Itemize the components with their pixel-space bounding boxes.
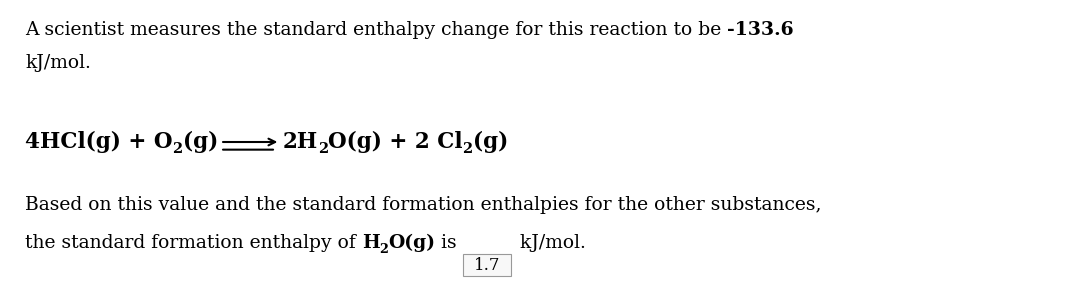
Text: 2: 2 xyxy=(173,142,182,156)
Text: 2: 2 xyxy=(318,142,328,156)
Text: A scientist measures the standard enthalpy change for this reaction to be: A scientist measures the standard enthal… xyxy=(25,21,727,39)
Text: O(g) + 2 Cl: O(g) + 2 Cl xyxy=(328,131,462,153)
Text: the standard formation enthalpy of: the standard formation enthalpy of xyxy=(25,234,361,252)
Text: is: is xyxy=(436,234,463,252)
Text: O(g): O(g) xyxy=(389,234,436,252)
Text: Based on this value and the standard formation enthalpies for the other substanc: Based on this value and the standard for… xyxy=(25,196,821,214)
Text: (g): (g) xyxy=(473,131,508,153)
Text: 1.7: 1.7 xyxy=(474,256,500,274)
Text: (g): (g) xyxy=(182,131,218,153)
Text: 4HCl(g) + O: 4HCl(g) + O xyxy=(25,131,173,153)
Text: 2: 2 xyxy=(462,142,473,156)
Text: -133.6: -133.6 xyxy=(727,21,794,39)
Text: kJ/mol.: kJ/mol. xyxy=(514,234,586,252)
Text: 2: 2 xyxy=(380,243,389,256)
Text: 2H: 2H xyxy=(283,131,318,153)
Text: H: H xyxy=(361,234,380,252)
Text: kJ/mol.: kJ/mol. xyxy=(25,54,91,72)
